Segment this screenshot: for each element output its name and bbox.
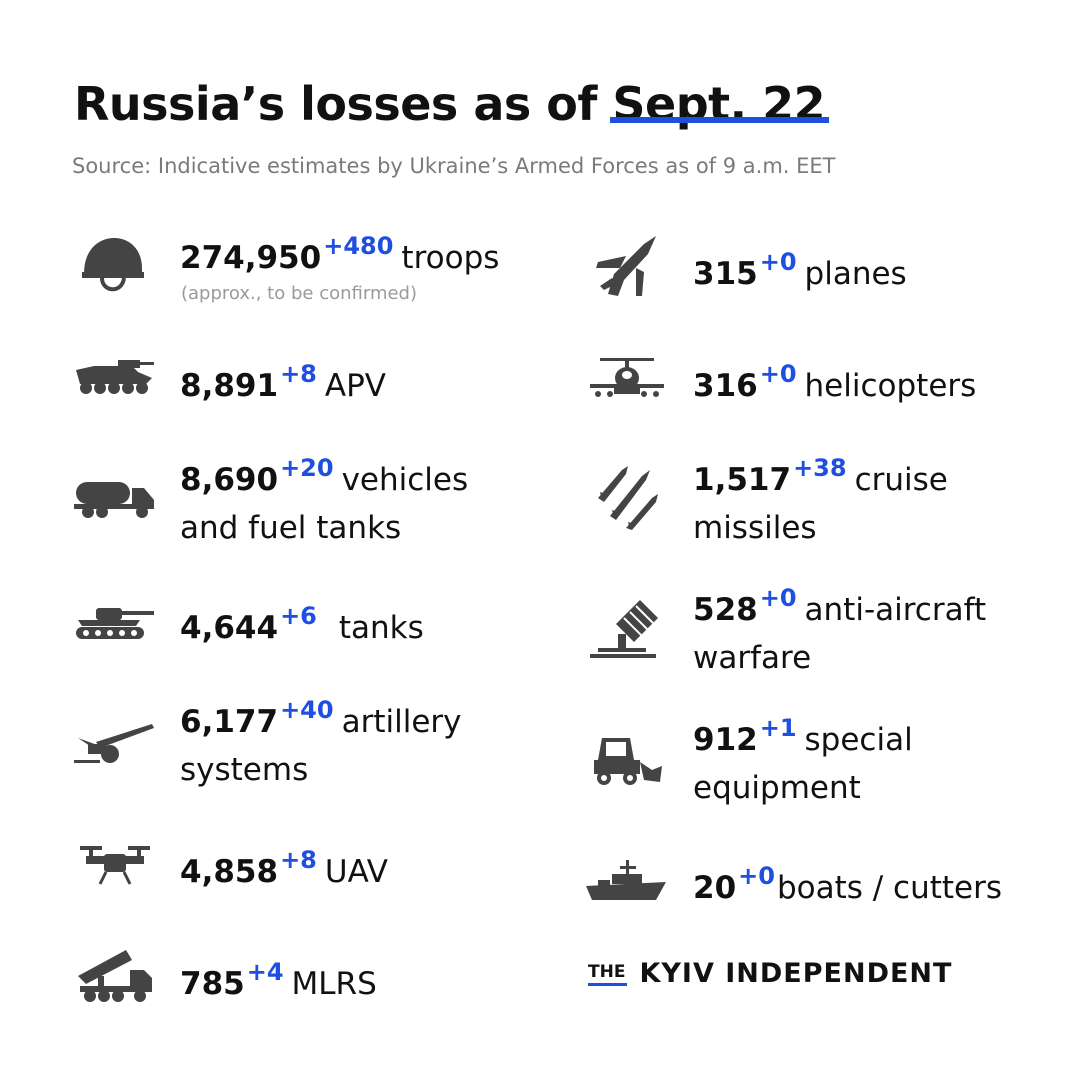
stat-label: vehicles [341,462,469,498]
stat-label: tanks [338,610,424,646]
stat-delta: +6 [280,602,317,630]
stat-delta: +0 [759,248,797,276]
stat-line: 785+4 MLRS [180,958,377,1010]
stat-line: 912+1 special [693,714,913,766]
apv-icon [72,360,156,396]
stat-label-line2: and fuel tanks [180,510,402,546]
stat-line: 4,644+6 tanks [180,602,424,654]
mlrs-icon [74,946,156,1004]
stat-delta: +20 [280,454,334,482]
source-note: Source: Indicative estimates by Ukraine’… [72,154,836,178]
stat-line: 316+0 helicopters [693,360,977,412]
helmet-icon [80,234,146,296]
artillery-icon [74,720,156,766]
stat-label: planes [804,256,907,292]
stat-label: anti-aircraft [804,592,987,628]
stat-delta: +0 [759,360,797,388]
stat-value: 4,858 [180,854,279,890]
stat-delta: +0 [738,862,775,890]
stat-line: 274,950+480 troops [180,232,500,284]
page-title: Russia’s losses as of Sept. 22 [74,74,826,134]
stat-label: UAV [324,854,388,890]
stat-delta: +38 [793,454,847,482]
kyiv-independent-logo: THE KYIV INDEPENDENT [588,958,952,989]
fuel-truck-icon [74,478,156,518]
stat-value: 8,690 [180,462,279,498]
drone-icon [80,842,150,886]
stat-line: 4,858+8 UAV [180,846,388,898]
logo-the: THE [588,962,628,986]
stat-value: 316 [693,368,758,404]
stat-label-line2: warfare [693,640,812,676]
stat-delta: +40 [280,696,334,724]
stat-line: 1,517+38 cruise [693,454,948,506]
missiles-icon [596,464,660,532]
stat-value: 274,950 [180,240,322,276]
stat-value: 8,891 [180,368,279,404]
stat-delta: +8 [280,360,317,388]
stat-label: special [804,722,913,758]
stat-label: cruise [854,462,948,498]
stat-value: 4,644 [180,610,279,646]
loader-icon [590,736,664,786]
stat-delta: +0 [759,584,797,612]
anti-aircraft-icon [590,598,660,660]
stat-line: 20+0boats / cutters [693,862,1003,914]
stat-label: APV [324,368,386,404]
stat-label: helicopters [804,368,977,404]
stat-line: 6,177+40 artillery [180,696,462,748]
stat-value: 20 [693,870,737,906]
title-date: Sept. 22 [612,77,826,131]
stat-label-line2: missiles [693,510,817,546]
stat-delta: +480 [323,232,394,260]
stat-value: 6,177 [180,704,279,740]
stat-label-line2: systems [180,752,309,788]
stat-line: 8,690+20 vehicles [180,454,469,506]
stat-line: 8,891+8 APV [180,360,386,412]
stat-label: MLRS [291,966,377,1002]
helicopter-icon [590,356,664,400]
stat-label-line2: equipment [693,770,861,806]
tank-icon [74,604,156,640]
plane-icon [596,234,660,300]
stat-label: troops [401,240,500,276]
stat-value: 912 [693,722,758,758]
stat-value: 1,517 [693,462,792,498]
stat-delta: +4 [246,958,284,986]
stat-label: boats / cutters [776,870,1003,906]
ship-icon [586,858,666,902]
stat-value: 315 [693,256,758,292]
stat-line: 315+0 planes [693,248,907,300]
title-prefix: Russia’s losses as of [74,77,597,131]
stat-value: 785 [180,966,245,1002]
stat-note: (approx., to be confirmed) [181,283,417,304]
stat-delta: +8 [280,846,317,874]
stat-value: 528 [693,592,758,628]
stat-delta: +1 [759,714,797,742]
stat-label: artillery [341,704,462,740]
logo-name: KYIV INDEPENDENT [639,958,953,989]
stat-line: 528+0 anti-aircraft [693,584,987,636]
